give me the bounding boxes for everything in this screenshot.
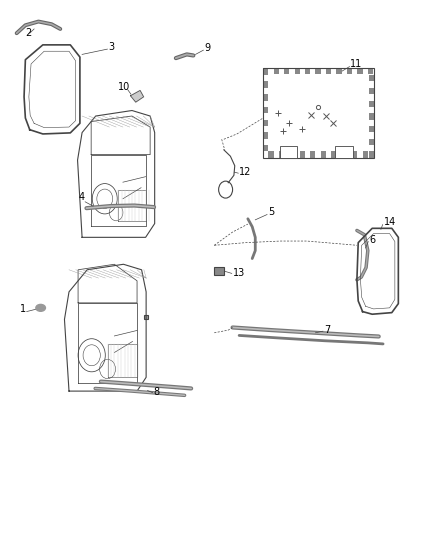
Bar (262, 69, 268, 75)
Bar (368, 88, 374, 94)
Bar (262, 119, 268, 126)
Bar (368, 101, 374, 107)
Bar (372, 151, 374, 158)
Bar (368, 75, 374, 82)
Bar (368, 68, 374, 69)
Bar (262, 94, 268, 101)
Text: 11: 11 (350, 59, 362, 69)
Bar (273, 68, 278, 74)
Bar (262, 68, 374, 158)
Bar (310, 151, 315, 158)
Bar (368, 139, 374, 145)
Bar (262, 132, 268, 139)
Text: 4: 4 (79, 192, 85, 201)
Bar (262, 68, 374, 158)
Text: 8: 8 (153, 387, 159, 397)
Text: 1: 1 (20, 304, 26, 313)
Bar (268, 151, 273, 158)
Bar (283, 68, 289, 74)
Text: 12: 12 (239, 167, 251, 177)
Bar (330, 151, 336, 158)
Bar (367, 68, 372, 74)
Text: 2: 2 (25, 28, 32, 38)
Bar (304, 68, 310, 74)
Bar (341, 151, 346, 158)
Text: 10: 10 (118, 83, 130, 92)
Bar (320, 151, 325, 158)
Bar (279, 146, 297, 158)
Text: 6: 6 (368, 235, 374, 245)
Text: 3: 3 (108, 42, 114, 52)
Text: 14: 14 (383, 217, 395, 227)
Bar (346, 68, 351, 74)
Bar (262, 68, 268, 74)
Text: 13: 13 (232, 268, 244, 278)
Bar (315, 68, 320, 74)
Bar (278, 151, 283, 158)
Bar (289, 151, 294, 158)
Bar (214, 267, 223, 275)
Bar (357, 68, 362, 74)
Bar (325, 68, 330, 74)
Text: 9: 9 (204, 43, 210, 53)
Bar (362, 151, 367, 158)
Ellipse shape (36, 304, 46, 311)
Bar (144, 316, 148, 319)
Bar (294, 68, 299, 74)
Bar (336, 68, 341, 74)
Bar (368, 151, 374, 158)
Bar (262, 82, 268, 88)
Bar (368, 126, 374, 132)
Bar (299, 151, 304, 158)
Bar (262, 107, 268, 114)
Bar (335, 146, 352, 158)
Bar (351, 151, 357, 158)
Text: 5: 5 (268, 207, 274, 216)
Bar (368, 114, 374, 119)
Bar (262, 145, 268, 151)
Text: 7: 7 (323, 325, 330, 335)
Polygon shape (130, 91, 143, 102)
